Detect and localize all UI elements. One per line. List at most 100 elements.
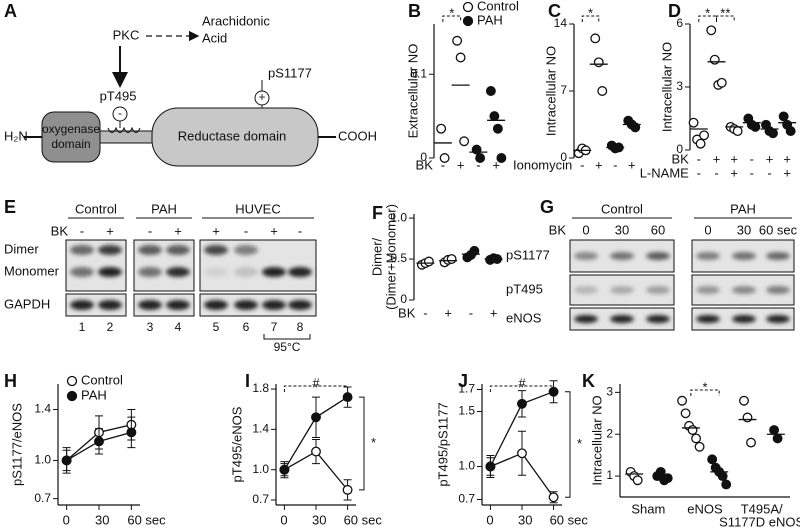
terminus-label: H₂N: [4, 128, 28, 143]
blot-band: [138, 300, 162, 310]
data-point: [732, 126, 743, 137]
blot-band: [234, 300, 258, 310]
oxygenase-domain: [41, 111, 101, 163]
domain-label: domain: [51, 137, 90, 151]
y-axis-label: pT495/eNOS: [229, 406, 244, 482]
y-tick-label: 0: [560, 150, 567, 164]
y-tick-label: 0.7: [252, 492, 269, 506]
row-value: +: [730, 151, 738, 166]
data-point: [717, 471, 728, 482]
row-label: Dimer: [4, 241, 39, 256]
row-label: Ionomycin: [513, 157, 572, 172]
panel-label: H: [4, 371, 17, 391]
blot-band: [766, 286, 790, 294]
y-tick-label: 1.7: [458, 382, 475, 396]
data-point: [630, 122, 641, 133]
row-value: -: [469, 305, 473, 320]
data-point: [475, 153, 486, 163]
x-tick-label: 30: [95, 512, 109, 527]
data-point: [597, 86, 608, 96]
blot-frame: [133, 293, 195, 317]
significance-label: *: [449, 5, 454, 20]
panel-label: G: [540, 197, 554, 217]
data-point: [785, 126, 796, 137]
x-tick-label: 60 sec: [550, 512, 589, 527]
lane-label: +: [174, 223, 182, 238]
blot-band: [166, 267, 190, 277]
data-point: [695, 138, 706, 149]
lane-number: 6: [243, 320, 250, 334]
blot-band: [98, 300, 122, 310]
significance-bracket: [690, 389, 720, 396]
x-tick-label: 0: [280, 512, 287, 527]
legend-label: Control: [477, 0, 519, 13]
domain-diagram: A PKC Arachidonic Acid pT495 - oxygenase…: [4, 1, 377, 167]
row-value: -: [750, 165, 754, 180]
y-tick-label: 1.4: [34, 402, 51, 416]
y-tick-label: 1.0: [252, 462, 269, 476]
x-tick-label: 0: [63, 512, 70, 527]
row-value: +: [492, 157, 500, 172]
product-label: Arachidonic: [202, 13, 270, 28]
data-point: [632, 475, 643, 486]
row-value: -: [476, 157, 480, 172]
data-point: [439, 153, 450, 163]
significance-label: *: [588, 5, 593, 20]
data-point: [94, 436, 104, 447]
row-value: +: [444, 305, 452, 320]
blot-band: [98, 267, 122, 277]
kinase-label: PKC: [113, 27, 140, 42]
blot-band: [166, 245, 190, 255]
significance-bracket: [565, 391, 571, 498]
data-point: [778, 111, 789, 122]
treatment-label: BK: [51, 223, 69, 238]
panel-label: B: [408, 1, 421, 21]
lane-label: +: [270, 223, 278, 238]
data-point: [485, 461, 496, 472]
row-value: -: [697, 151, 701, 166]
data-point: [769, 425, 780, 435]
data-point: [742, 412, 753, 423]
data-point: [459, 136, 470, 147]
y-tick-label: 1.8: [252, 381, 269, 395]
site-label: pT495: [100, 88, 137, 103]
y-tick-label: 6: [676, 16, 683, 30]
y-tick-label: 3: [606, 385, 613, 399]
legend-label: Control: [81, 372, 123, 387]
blot-band: [646, 252, 670, 260]
lane-label: -: [298, 223, 302, 238]
panel-label: D: [668, 1, 681, 21]
sign: -: [118, 106, 122, 120]
data-point: [706, 25, 717, 36]
significance-label: *: [705, 5, 710, 20]
data-point: [687, 425, 698, 435]
data-point: [446, 254, 457, 264]
row-value: +: [628, 157, 636, 172]
lane-number: 2: [107, 320, 114, 334]
blot-band: [138, 245, 162, 255]
row-label: BK: [416, 157, 434, 172]
blot-band: [766, 252, 790, 260]
legend-marker: [462, 1, 474, 13]
lane-label: 0: [704, 222, 711, 237]
blot-band: [234, 245, 258, 255]
data-point: [548, 492, 559, 503]
significance-label: **: [720, 5, 730, 20]
blot-band: [166, 300, 190, 310]
blot-band: [70, 245, 94, 255]
y-axis-label: (Dimer+Monomer): [383, 204, 398, 310]
legend-marker: [66, 375, 78, 387]
lane-number: 4: [175, 320, 182, 334]
row-label: GAPDH: [4, 296, 50, 311]
y-tick-label: 14: [554, 16, 568, 30]
y-tick-label: 1: [606, 468, 613, 482]
sign-circle: [254, 90, 270, 106]
lane-label: -: [80, 223, 84, 238]
note-bracket: [263, 334, 311, 340]
blot-band: [204, 300, 228, 310]
data-point: [768, 128, 778, 139]
blot-band: [766, 315, 790, 323]
lane-label: +: [106, 223, 114, 238]
